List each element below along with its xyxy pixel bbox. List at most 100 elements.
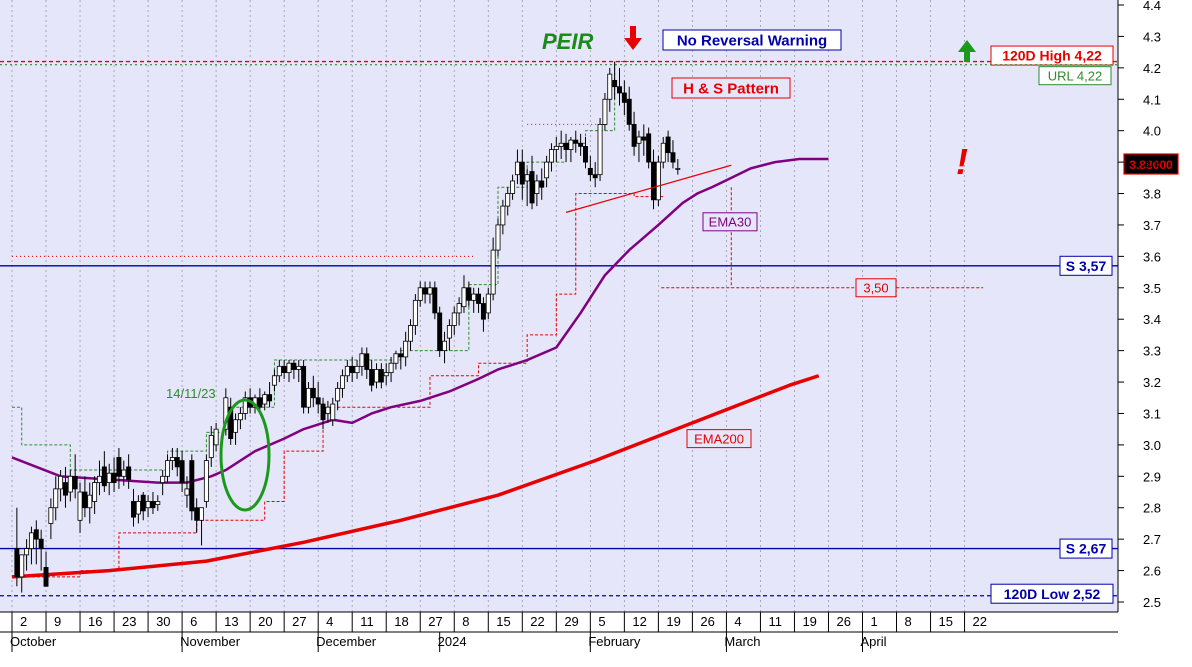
candle-body [325,406,331,414]
candle-body [510,180,516,194]
y-tick-label: 4.0 [1143,124,1161,139]
candle-body [237,413,243,421]
y-tick-label: 3.7 [1143,218,1161,233]
x-tick-label: 15 [496,614,510,629]
x-axis: 2 9 16 23 30 6 13 20 27 4 11 18 27 8 15 22 29 5 12 19 26 4 11 1… [0,611,1118,652]
x-tick-label: 29 [564,614,578,629]
candle-body [291,362,297,370]
plot-background [0,0,1118,612]
y-tick-label: 3.8 [1143,187,1161,202]
ema30-label-text: EMA30 [709,214,752,229]
support-3-57-label-text: S 3,57 [1066,258,1107,274]
ema200-label-text: EMA200 [694,431,744,446]
candle-body [578,142,584,147]
candle-body [24,548,30,556]
candle-body [62,482,68,496]
arrow-down-icon [624,26,642,50]
x-tick-label: 13 [224,614,238,629]
y-tick-label: 4.4 [1143,0,1161,13]
y-tick-label: 4.1 [1143,92,1161,107]
candle-body [437,312,443,352]
y-tick-label: 3.2 [1143,375,1161,390]
x-tick-label: 26 [700,614,714,629]
x-tick-label: 18 [394,614,408,629]
low-120d-label-text: 120D Low 2,52 [1004,586,1101,602]
x-tick-label: 12 [632,614,646,629]
arrow-up-icon [958,40,976,62]
candle-body [184,488,190,496]
candle-body [534,180,540,194]
candle-body [165,460,170,477]
x-tick-label: 6 [190,614,197,629]
candle-body [354,365,360,374]
candle-body [461,287,467,308]
candle-body [72,475,78,490]
candle-body [213,428,219,446]
candle-body [529,171,535,204]
candle-body [267,394,273,402]
candle-body [583,145,588,163]
no-reversal-warning-text: No Reversal Warning [677,32,827,49]
candle-body [369,369,375,386]
candle-body [53,488,59,509]
x-tick-label: 22 [973,614,987,629]
last-price-text: 3.88000 [1129,158,1173,172]
x-tick-label: 27 [428,614,442,629]
x-tick-label: 8 [905,614,912,629]
candle-body [519,161,525,185]
candle-body [500,205,506,226]
candle-body [670,152,676,163]
candle-body [539,180,545,188]
candle-body [296,365,302,370]
y-tick-label: 2.7 [1143,532,1161,547]
candle-body [393,353,399,364]
support-2-67-label-text: S 2,67 [1066,541,1107,557]
candle-body [626,98,632,125]
y-tick-label: 2.6 [1143,564,1161,579]
candle-body [320,403,326,421]
candle-body [97,475,102,484]
candle-body [77,491,83,521]
candle-body [651,161,656,201]
candle-body [442,340,448,352]
candle-body [495,224,501,251]
candle-body [592,174,598,179]
candle-body [276,365,282,377]
y-tick-label: 3.4 [1143,312,1161,327]
candle-body [140,494,146,512]
candle-body [456,303,462,314]
candle-body [305,387,311,408]
candle-body [174,457,180,468]
date-axis-background [0,612,1192,662]
x-tick-label: 20 [258,614,272,629]
candle-body [617,86,622,94]
series-ema200 [11,374,820,579]
candle-body [388,362,394,374]
candle-body [242,397,248,414]
candle-body [675,167,681,170]
candle-body [92,482,98,502]
candle-body [417,287,423,301]
y-tick-label: 4.2 [1143,61,1161,76]
support-3-57-label-box [1059,255,1113,276]
hs-pattern-label-text: H & S Pattern [683,80,779,97]
y-tick-label: 4.3 [1143,29,1161,44]
candle-body [451,312,457,326]
x-tick-label: 4 [734,614,741,629]
candle-body [485,293,491,314]
candle-body [573,139,579,144]
x-tick-label: 30 [156,614,170,629]
candle-body [126,466,132,480]
candle-body [602,98,608,125]
candle-body [476,293,482,304]
hs-pattern-label-box [671,77,791,99]
candle-body [378,369,384,383]
candle-body [315,397,321,405]
candle-body [446,325,452,339]
candle-body [330,403,336,421]
ema30-label-box [702,212,758,232]
candle-body [359,353,365,367]
candle-body [607,73,613,100]
month-label: February [588,634,641,649]
